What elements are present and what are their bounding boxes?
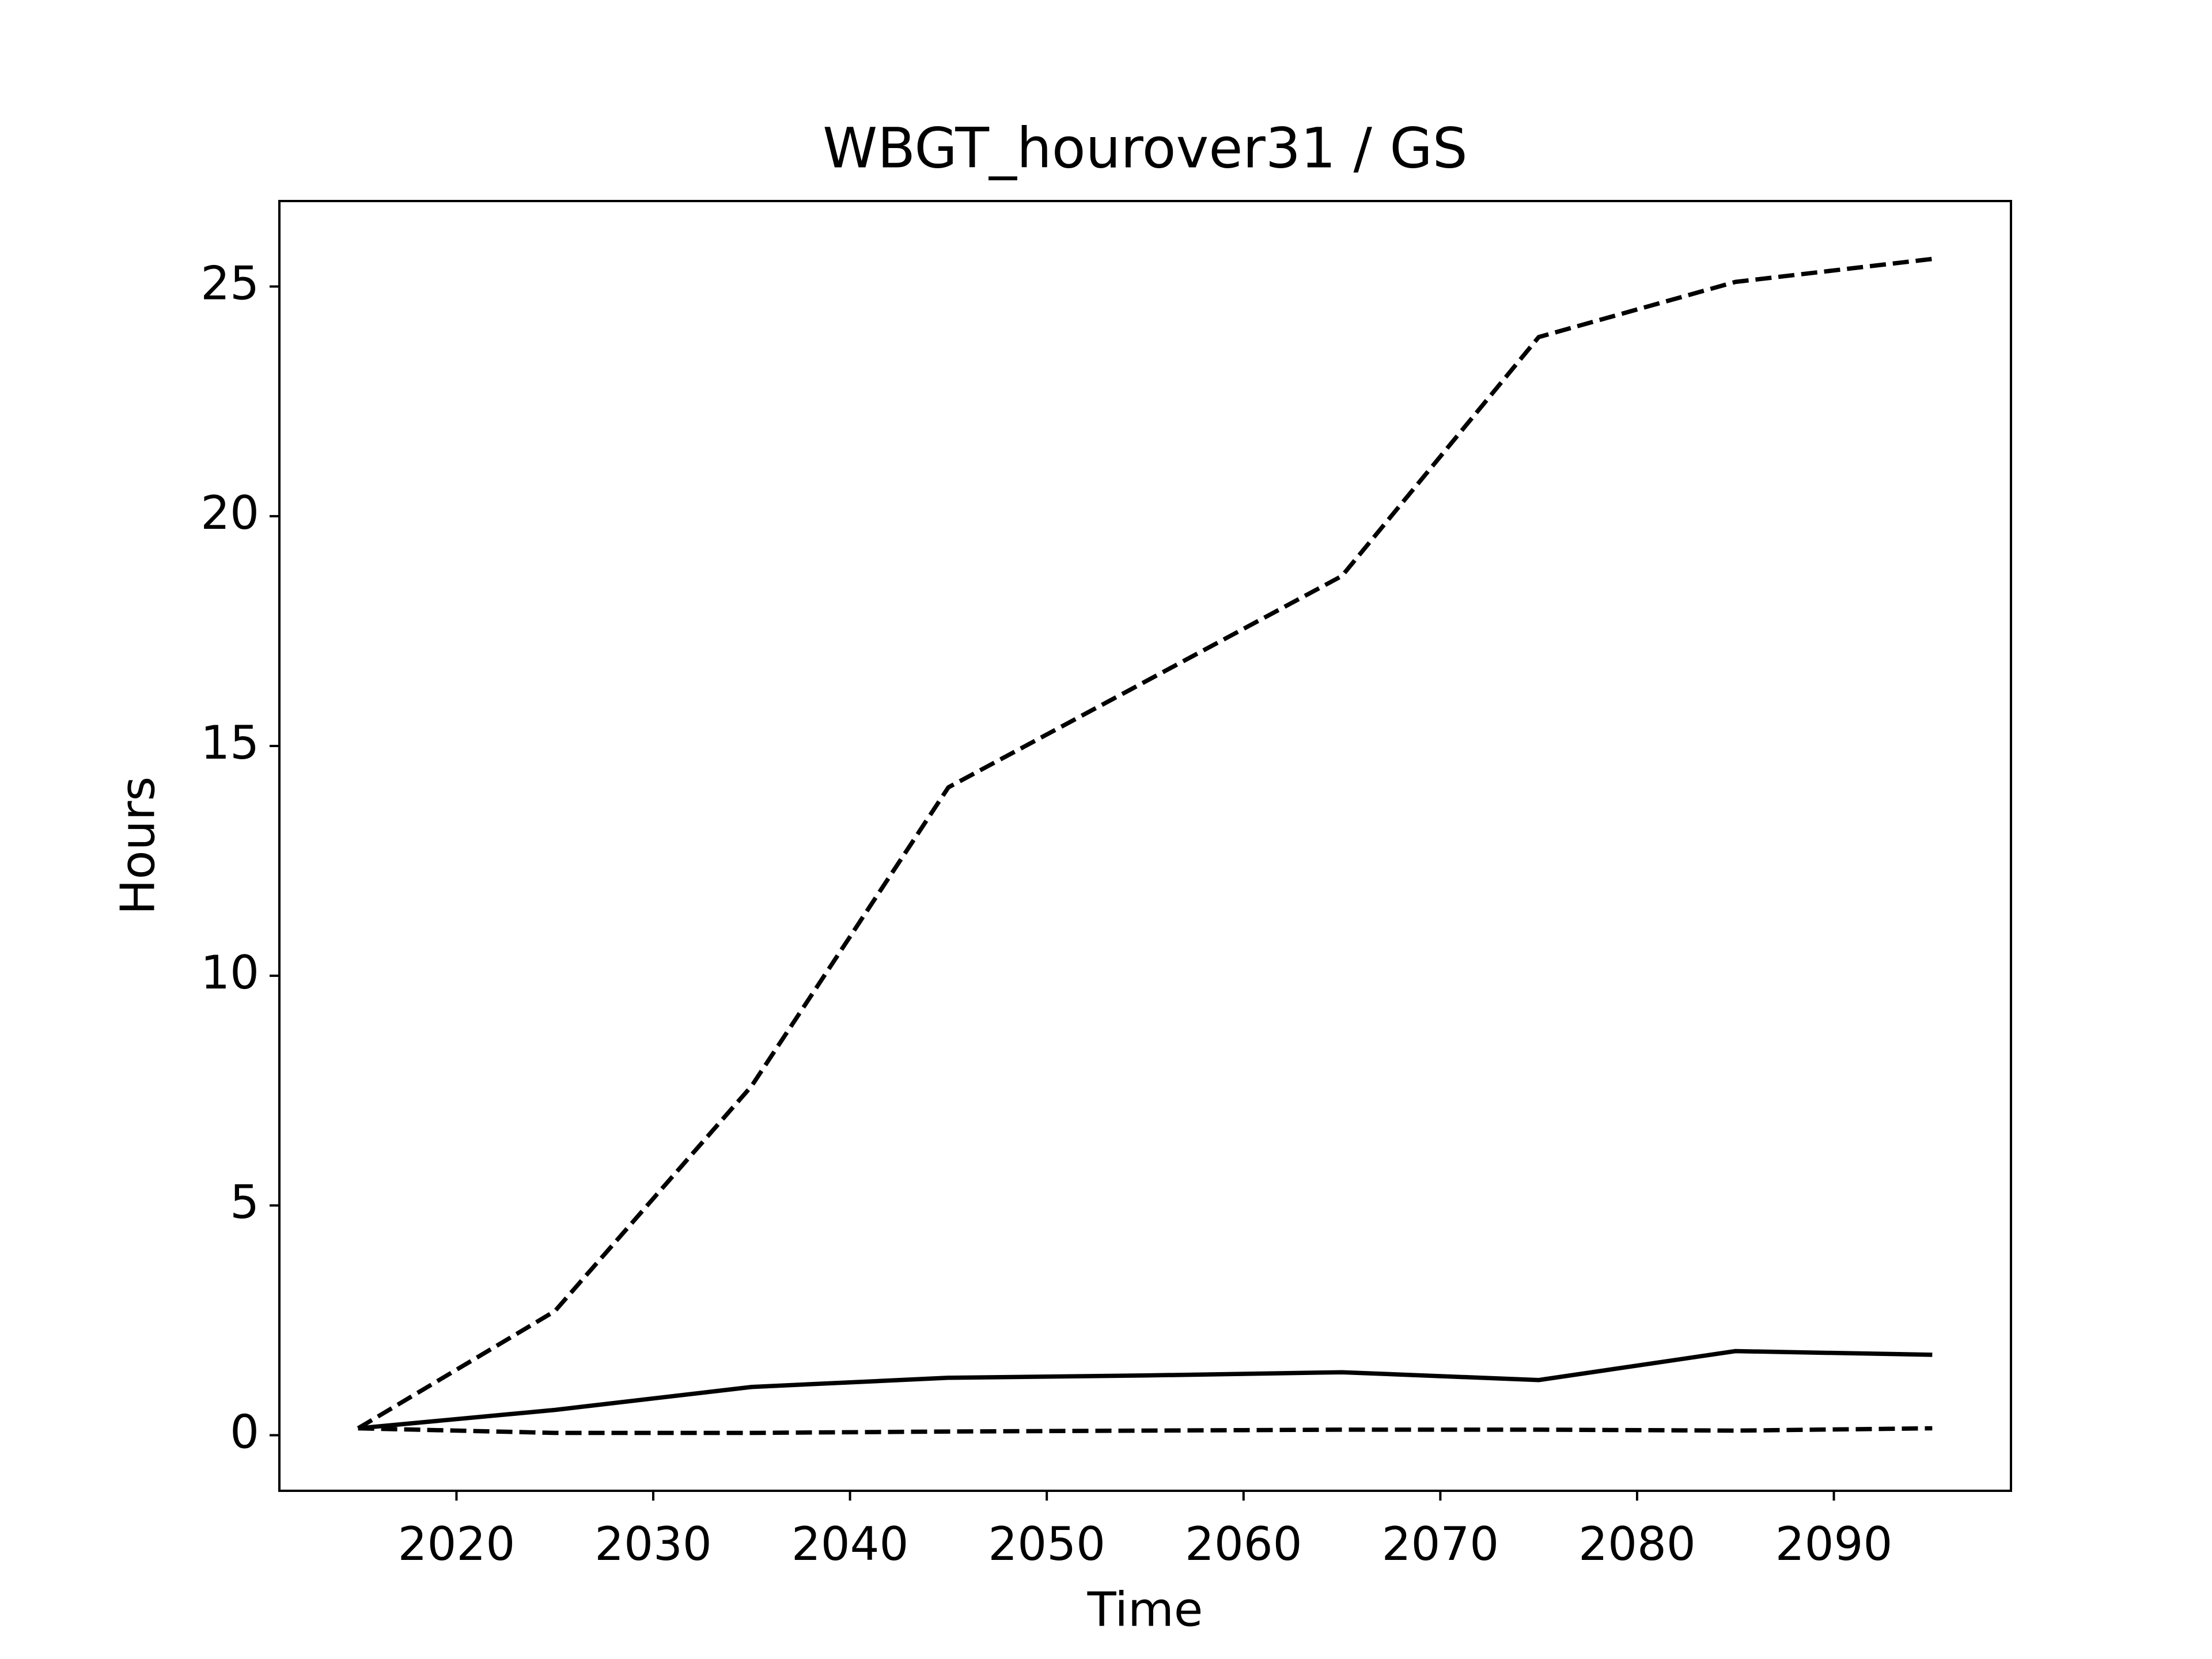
x-tick-label: 2040 bbox=[791, 1517, 909, 1571]
y-tick-label: 5 bbox=[230, 1176, 259, 1229]
chart-title: WBGT_hourover31 / GS bbox=[823, 116, 1467, 180]
y-axis-label: Hours bbox=[111, 777, 165, 915]
x-axis-label: Time bbox=[1087, 1582, 1203, 1637]
line-series bbox=[357, 256, 1933, 1430]
x-tick-label: 2090 bbox=[1775, 1517, 1893, 1571]
x-tick-label: 2050 bbox=[988, 1517, 1105, 1571]
y-tick-label: 10 bbox=[200, 946, 259, 999]
x-tick-label: 2060 bbox=[1185, 1517, 1302, 1571]
x-tick-label: 2020 bbox=[398, 1517, 516, 1571]
x-tick-label: 2070 bbox=[1382, 1517, 1499, 1571]
y-tick-label: 15 bbox=[200, 716, 259, 770]
plot-frame bbox=[278, 200, 2012, 1492]
y-tick-label: 25 bbox=[200, 256, 259, 310]
x-tick-label: 2030 bbox=[594, 1517, 712, 1571]
y-tick-label: 0 bbox=[230, 1405, 259, 1459]
line-series bbox=[358, 1349, 1933, 1431]
x-tick-label: 2080 bbox=[1578, 1517, 1696, 1571]
y-tick-label: 20 bbox=[200, 486, 259, 540]
line-series bbox=[358, 1426, 1933, 1435]
